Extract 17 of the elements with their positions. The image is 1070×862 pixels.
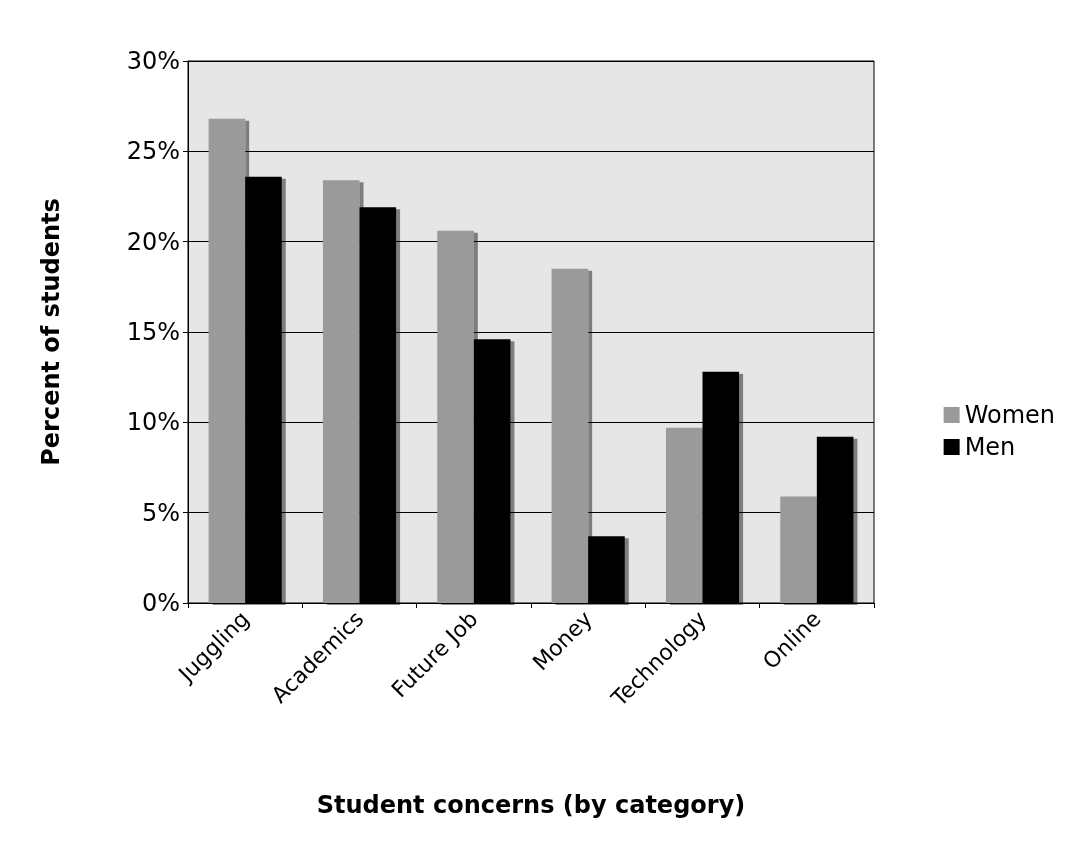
y-tick-label: 15% (126, 318, 180, 346)
bar (437, 230, 474, 603)
y-tick-label: 0% (141, 589, 180, 617)
bar (551, 268, 589, 603)
y-tick-label: 5% (141, 498, 180, 527)
x-axis-title: Student concerns (by category) (316, 791, 746, 819)
bar (208, 118, 246, 603)
y-tick-label: 30% (126, 47, 180, 75)
y-tick-label: 20% (126, 227, 180, 256)
y-tick-label: 10% (126, 408, 180, 437)
legend-label: Men (964, 433, 1016, 461)
legend-label: Women (964, 401, 1056, 429)
bar (780, 496, 817, 603)
bar (322, 180, 360, 603)
bar (665, 427, 703, 603)
y-axis-title: Percent of students (37, 198, 65, 466)
y-tick-label: 25% (126, 137, 180, 166)
